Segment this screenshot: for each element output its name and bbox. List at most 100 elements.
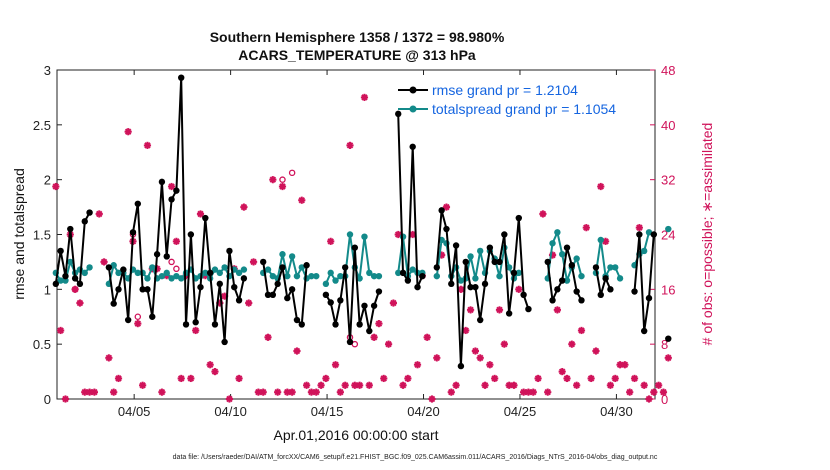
- obs-assimilated-point: [90, 388, 99, 396]
- totalspread-point: [515, 269, 522, 277]
- totalspread-point: [81, 269, 88, 277]
- totalspread-point: [163, 269, 170, 277]
- rmse-point: [76, 280, 84, 288]
- rmse-point: [395, 110, 402, 118]
- totalspread-point: [173, 272, 180, 280]
- totalspread-point: [115, 269, 122, 277]
- obs-assimilated-point: [577, 326, 586, 335]
- rmse-point: [332, 321, 339, 328]
- obs-assimilated-point: [534, 374, 542, 383]
- totalspread-point: [457, 277, 465, 284]
- totalspread-point: [67, 258, 74, 266]
- obs-assimilated-point: [264, 333, 272, 341]
- totalspread-point: [395, 269, 402, 277]
- obs-assimilated-point: [269, 176, 277, 184]
- rmse-point: [505, 310, 513, 317]
- totalspread-point: [279, 251, 286, 258]
- totalspread-point: [216, 269, 223, 277]
- totalspread-point: [293, 272, 301, 280]
- rmse-point: [288, 286, 296, 293]
- totalspread-point: [645, 229, 653, 236]
- obs-assimilated-point: [143, 141, 152, 149]
- totalspread-point: [269, 272, 277, 280]
- x-tick-label: 04/20: [407, 404, 440, 419]
- legend-spread-marker: [409, 105, 417, 113]
- totalspread-point: [477, 247, 484, 255]
- rmse-point: [81, 218, 88, 225]
- obs-assimilated-point: [650, 388, 658, 396]
- rmse-point: [438, 207, 445, 214]
- obs-assimilated-point: [370, 333, 378, 341]
- rmse-point: [202, 214, 209, 222]
- footer-data-file: data file: /Users/raeder/DAI/ATM_forcXX/…: [173, 454, 658, 461]
- obs-possible-point: [168, 258, 175, 266]
- rmse-point: [211, 321, 219, 328]
- obs-assimilated-point: [375, 320, 383, 328]
- rmse-line-segment: [435, 210, 530, 367]
- legend-spread-label: totalspread grand pr = 1.1054: [432, 101, 616, 117]
- rmse-point: [134, 200, 142, 207]
- obs-assimilated-point: [245, 299, 253, 307]
- obs-assimilated-point: [626, 388, 634, 396]
- rmse-point: [356, 321, 363, 328]
- obs-count-layer: [52, 93, 672, 403]
- obs-assimilated-point: [288, 388, 296, 396]
- rmse-point: [163, 253, 170, 260]
- obs-assimilated-point: [211, 367, 219, 376]
- x-tick-label: 04/05: [118, 404, 151, 419]
- legend-rmse-marker: [409, 86, 417, 94]
- obs-assimilated-point: [645, 395, 653, 403]
- y-left-tick-label: 3: [44, 63, 51, 78]
- obs-assimilated-point: [346, 141, 354, 149]
- obs-assimilated-point: [187, 374, 195, 383]
- obs-assimilated-point: [139, 381, 147, 389]
- rmse-point: [149, 313, 156, 320]
- obs-assimilated-point: [331, 361, 340, 369]
- obs-assimilated-point: [399, 381, 407, 389]
- obs-assimilated-point: [365, 381, 373, 389]
- rmse-point: [448, 280, 455, 288]
- y-left-tick-label: 2.5: [33, 118, 51, 133]
- obs-assimilated-point: [61, 395, 70, 403]
- rmse-point: [298, 321, 305, 328]
- obs-assimilated-point: [327, 237, 335, 245]
- obs-assimilated-point: [134, 320, 142, 328]
- obs-assimilated-point: [568, 340, 576, 348]
- totalspread-point: [505, 264, 513, 271]
- obs-possible-point: [288, 169, 296, 177]
- rmse-point: [197, 283, 204, 291]
- obs-assimilated-point: [360, 93, 369, 102]
- totalspread-point: [202, 269, 209, 277]
- obs-assimilated-point: [573, 381, 581, 389]
- rmse-point: [501, 231, 508, 238]
- obs-assimilated-point: [481, 381, 489, 389]
- rmse-point: [269, 291, 277, 299]
- obs-assimilated-point: [254, 388, 262, 396]
- obs-possible-point: [71, 286, 79, 293]
- obs-assimilated-point: [582, 224, 590, 232]
- obs-assimilated-point: [177, 374, 185, 383]
- y-left-tick-label: 0: [44, 392, 51, 407]
- obs-assimilated-point: [452, 381, 460, 389]
- obs-assimilated-point: [380, 374, 388, 383]
- rmse-point: [486, 244, 494, 251]
- totalspread-point: [211, 266, 219, 273]
- rmse-point: [129, 229, 137, 236]
- rmse-point: [67, 225, 74, 233]
- obs-assimilated-point: [85, 388, 94, 396]
- rmse-line-segment: [325, 247, 380, 343]
- obs-assimilated-point: [52, 182, 60, 191]
- obs-assimilated-point: [298, 196, 306, 204]
- rmse-point: [293, 316, 301, 324]
- rmse-point: [491, 258, 498, 266]
- rmse-point: [366, 327, 373, 335]
- obs-assimilated-point: [341, 381, 349, 389]
- obs-assimilated-point: [389, 299, 398, 307]
- rmse-point: [71, 275, 79, 282]
- obs-assimilated-point: [206, 361, 214, 369]
- rmse-point: [404, 277, 412, 284]
- chart-title-line2: ACARS_TEMPERATURE @ 313 hPa: [238, 47, 476, 63]
- rmse-point: [568, 262, 576, 269]
- y-right-tick-label: 48: [661, 63, 675, 78]
- y-axis-right: 0 8 16 24 32 40 48: [650, 63, 675, 407]
